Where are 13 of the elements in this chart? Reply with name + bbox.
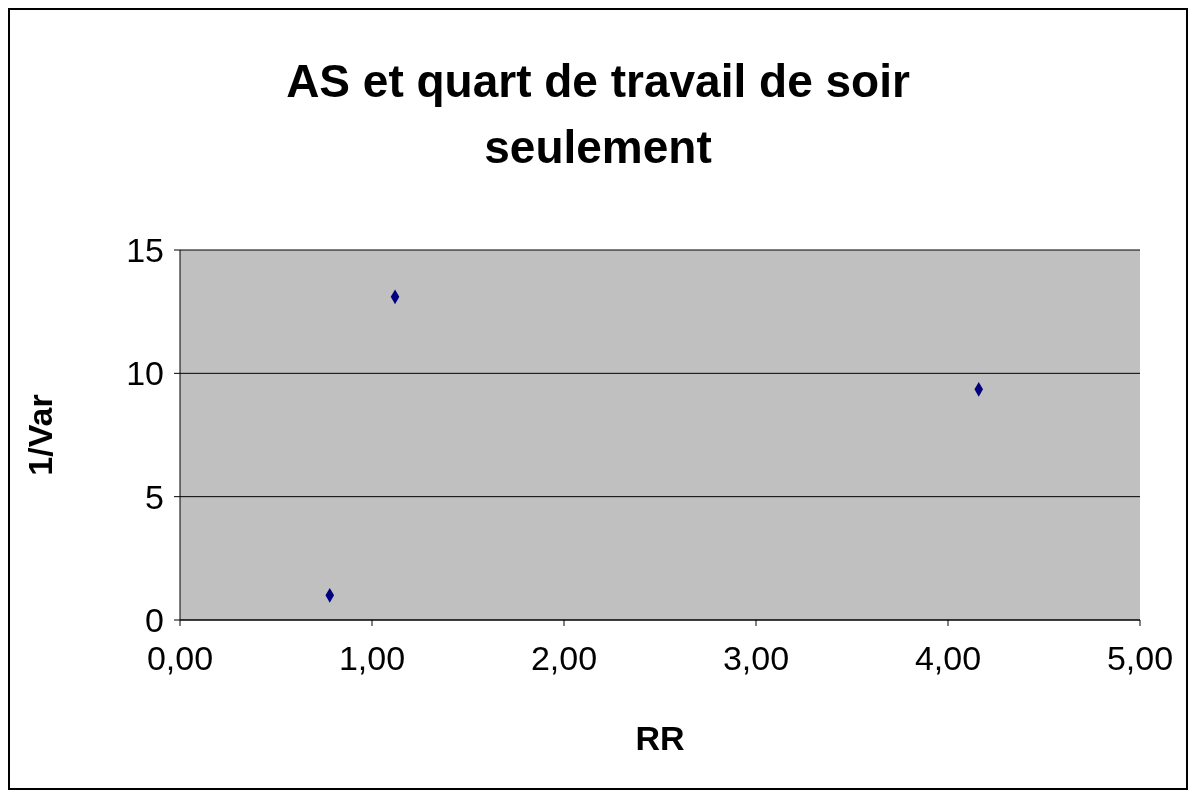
x-tick-label: 0,00	[146, 639, 214, 678]
y-axis-title: 1/Var	[21, 394, 60, 476]
x-tick-label: 3,00	[722, 639, 790, 678]
x-tick-label: 5,00	[1106, 639, 1174, 678]
y-tick-label: 0	[145, 601, 164, 640]
x-tick-label: 1,00	[338, 639, 406, 678]
chart-title: AS et quart de travail de soir seulement	[285, 54, 911, 175]
x-tick-label: 4,00	[914, 639, 982, 678]
x-tick-label: 2,00	[530, 639, 598, 678]
x-axis-title: RR	[635, 719, 685, 757]
y-tick-label: 15	[126, 231, 164, 270]
y-tick-label: 10	[126, 354, 164, 393]
y-tick-label: 5	[145, 477, 164, 516]
